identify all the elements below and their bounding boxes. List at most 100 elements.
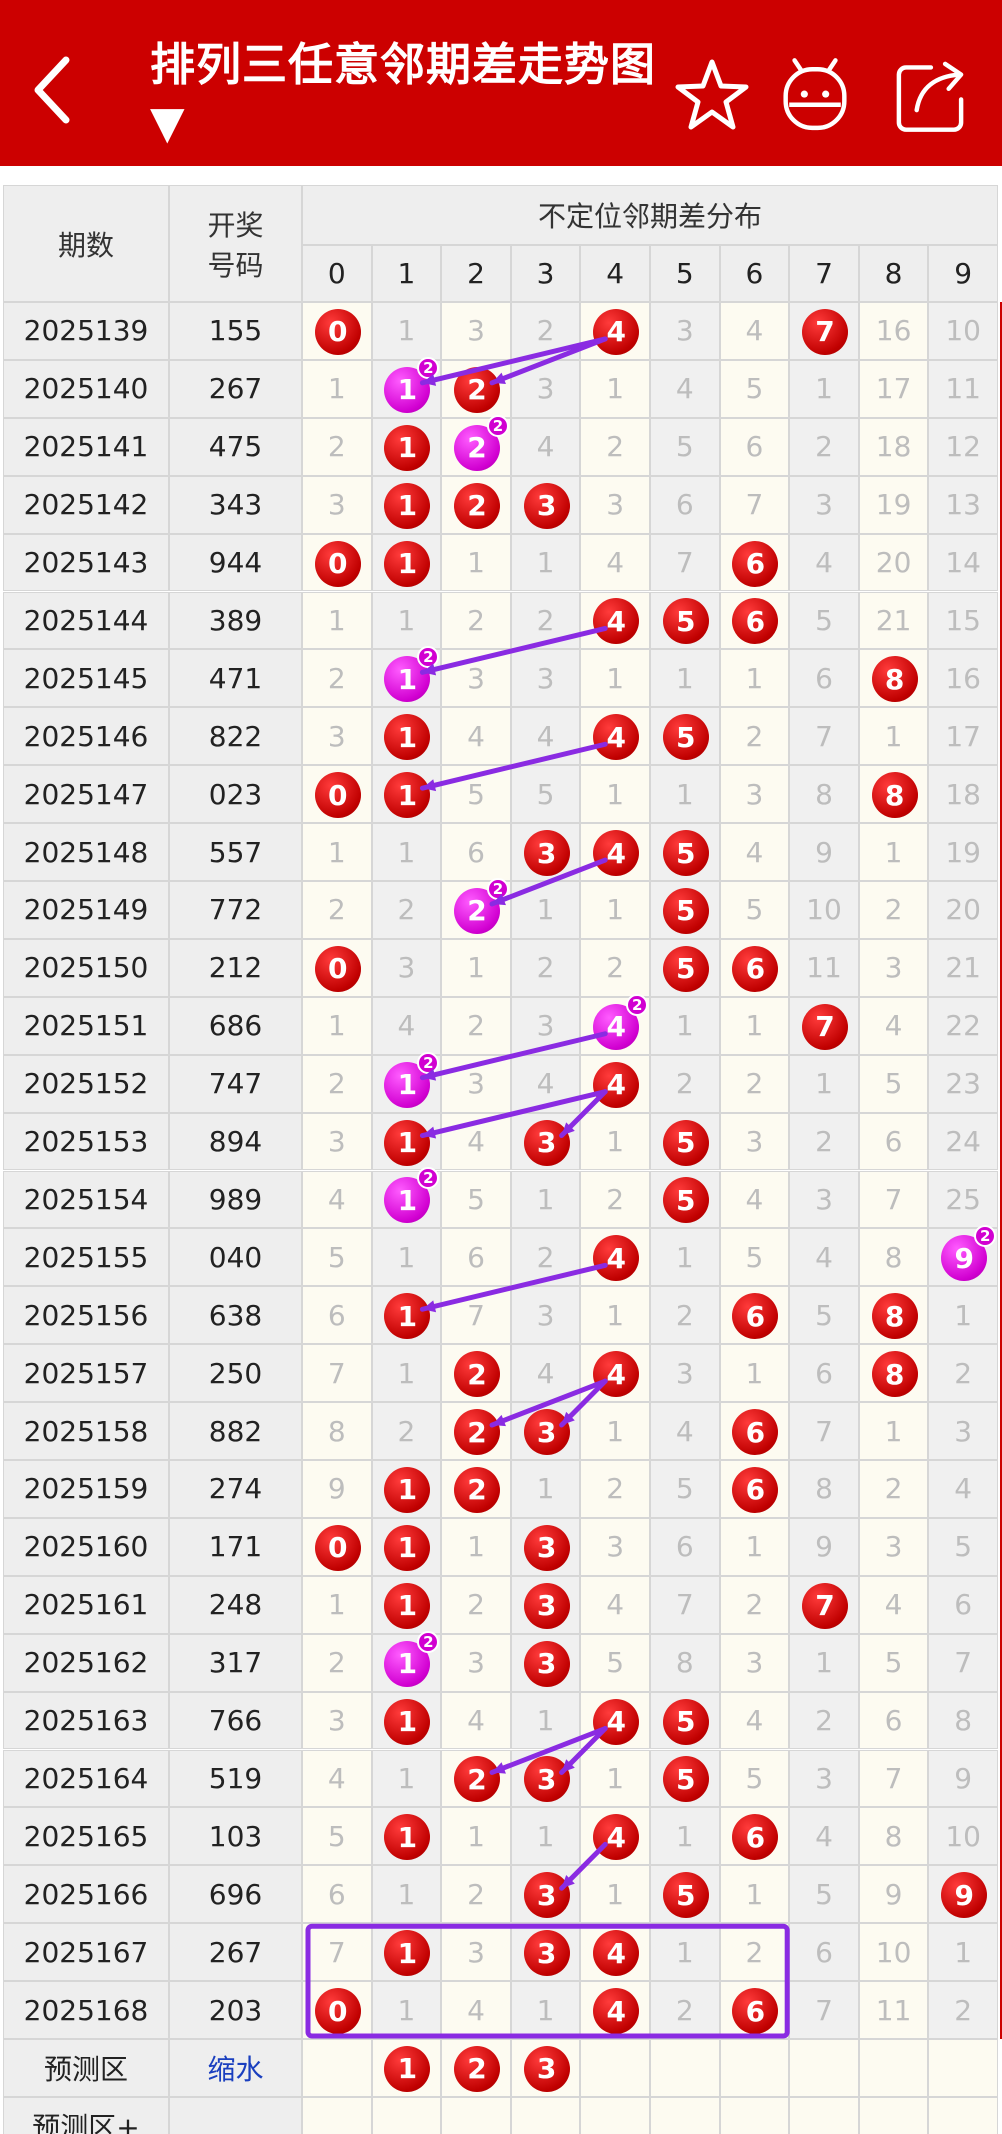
predict-shrink-cell[interactable]: 缩水 xyxy=(169,2039,302,2097)
row-period: 2025158 xyxy=(3,1402,169,1460)
digit-cell: 8 xyxy=(858,1286,929,1345)
gap-value: 8 xyxy=(884,1240,903,1274)
repeat-badge: 2 xyxy=(417,1630,440,1653)
digit-cell: 6 xyxy=(719,1286,790,1345)
period-text: 2025163 xyxy=(23,1704,149,1738)
predict-plus-digit-cell[interactable] xyxy=(510,2096,581,2134)
predict-plus-digit-cell[interactable] xyxy=(371,2096,442,2134)
header-period-label: 期数 xyxy=(57,228,114,262)
share-icon[interactable] xyxy=(890,50,970,140)
period-text: 2025146 xyxy=(23,719,149,753)
digit-cell: 2 xyxy=(789,1691,859,1750)
digit-cell: 6 xyxy=(789,649,859,708)
app-header: 排列三任意邻期差走势图 ▼ xyxy=(0,0,1002,166)
predict-plus-cell[interactable] xyxy=(169,2096,302,2134)
predict-cell[interactable] xyxy=(789,2039,859,2097)
row-number: 040 xyxy=(169,1228,302,1287)
digit-cell: 10 xyxy=(928,302,998,360)
chevron-left-icon[interactable] xyxy=(28,50,78,130)
digit-cell: 3 xyxy=(789,475,859,534)
robot-icon[interactable] xyxy=(775,50,855,140)
digit-cell: 0 xyxy=(302,302,372,360)
gap-value: 6 xyxy=(467,1240,485,1274)
predict-cell[interactable] xyxy=(719,2039,790,2097)
hit-ball: 7 xyxy=(801,308,848,355)
digit-cell: 7 xyxy=(719,475,790,534)
digit-cell: 1 xyxy=(510,1691,581,1750)
digit-cell: 3 xyxy=(719,1112,790,1171)
row-period: 2025165 xyxy=(3,1807,169,1866)
row-number: 772 xyxy=(169,881,302,939)
number-text: 267 xyxy=(208,372,263,406)
gap-value: 3 xyxy=(745,1646,764,1680)
digit-cell: 3 xyxy=(650,302,720,360)
number-text: 894 xyxy=(208,1125,263,1159)
gap-value: 4 xyxy=(745,835,764,869)
digit-cell: 4 xyxy=(441,1691,511,1750)
digit-cell: 11 xyxy=(858,1981,929,2039)
gap-value: 1 xyxy=(815,372,833,406)
predict-cell[interactable] xyxy=(650,2039,720,2097)
row-number: 822 xyxy=(169,707,302,766)
predict-cell[interactable] xyxy=(928,2039,998,2097)
star-icon[interactable] xyxy=(672,50,752,140)
predict-cell[interactable] xyxy=(858,2039,929,2097)
period-text: 2025151 xyxy=(23,1009,149,1043)
predict-ball[interactable]: 2 xyxy=(453,2045,500,2092)
period-text: 2025160 xyxy=(23,1530,149,1564)
digit-cell: 4 xyxy=(441,1112,511,1171)
row-period: 2025141 xyxy=(3,417,169,476)
predict-ball[interactable]: 1 xyxy=(384,2045,431,2092)
digit-cell: 9 xyxy=(302,1460,372,1518)
digit-cell: 2 xyxy=(441,1575,511,1634)
predict-ball[interactable]: 3 xyxy=(523,2045,570,2092)
predict-plus-digit-cell[interactable] xyxy=(858,2096,929,2134)
predict-plus-digit-cell[interactable] xyxy=(302,2096,372,2134)
predict-plus-digit-cell[interactable] xyxy=(719,2096,790,2134)
gap-value: 9 xyxy=(954,1761,973,1795)
predict-cell[interactable] xyxy=(302,2039,372,2097)
predict-cell[interactable]: 3 xyxy=(510,2039,581,2097)
hit-ball: 9 xyxy=(941,1872,988,1919)
digit-cell: 10 xyxy=(858,1923,929,1982)
digit-cell: 3 xyxy=(302,1691,372,1750)
digit-cell: 1 xyxy=(371,707,442,766)
hit-ball: 5 xyxy=(662,1872,709,1919)
number-text: 203 xyxy=(208,1993,263,2027)
predict-plus-digit-cell[interactable] xyxy=(441,2096,511,2134)
gap-value: 1 xyxy=(675,1935,694,1969)
predict-plus-digit-cell[interactable] xyxy=(580,2096,650,2134)
row-period: 2025159 xyxy=(3,1460,169,1518)
predict-plus-digit-cell[interactable] xyxy=(928,2096,998,2134)
digit-cell: 1 xyxy=(510,533,581,592)
period-text: 2025155 xyxy=(23,1240,149,1274)
predict-plus-digit-cell[interactable] xyxy=(650,2096,720,2134)
gap-value: 1 xyxy=(606,1125,625,1159)
gap-value: 1 xyxy=(675,1819,694,1853)
predict-cell[interactable]: 2 xyxy=(441,2039,511,2097)
predict-cell[interactable] xyxy=(580,2039,650,2097)
gap-value: 2 xyxy=(745,1588,764,1622)
digit-cell: 3 xyxy=(441,302,511,360)
row-number: 557 xyxy=(169,823,302,881)
predict-plus-digit-cell[interactable] xyxy=(789,2096,859,2134)
shrink-link[interactable]: 缩水 xyxy=(207,2052,264,2086)
gap-value: 1 xyxy=(536,1819,555,1853)
digit-cell: 7 xyxy=(789,1575,859,1634)
hit-ball: 5 xyxy=(662,1177,709,1224)
digit-cell: 1 xyxy=(580,1865,650,1924)
header-digit-0: 0 xyxy=(302,245,372,302)
gap-value: 5 xyxy=(815,603,833,637)
digit-cell: 2 xyxy=(302,417,372,476)
gap-value: 4 xyxy=(954,1472,973,1506)
period-text: 2025166 xyxy=(23,1877,149,1911)
gap-value: 4 xyxy=(815,1240,833,1274)
page-title[interactable]: 排列三任意邻期差走势图 ▼ xyxy=(150,38,657,149)
gap-value: 3 xyxy=(467,314,485,348)
digit-cell: 5 xyxy=(789,1865,859,1924)
gap-value: 3 xyxy=(954,1414,973,1448)
gap-value: 4 xyxy=(606,546,625,580)
digit-cell: 2 xyxy=(510,302,581,360)
predict-cell[interactable]: 1 xyxy=(371,2039,442,2097)
digit-cell: 1 xyxy=(650,996,720,1055)
